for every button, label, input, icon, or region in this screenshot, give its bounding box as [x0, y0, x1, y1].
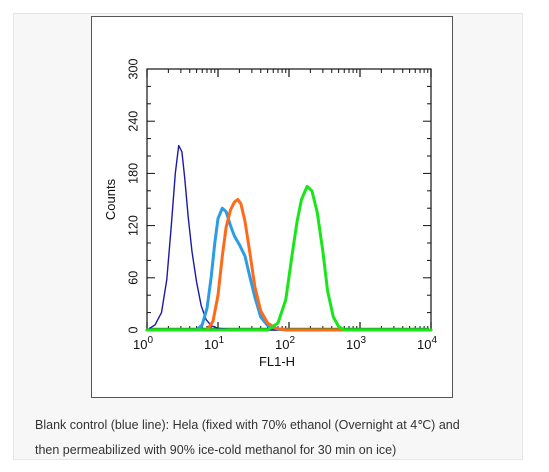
- series-line-4: [145, 184, 433, 332]
- y-axis-label: Counts: [103, 178, 118, 220]
- y-tick-label: 300: [126, 59, 140, 80]
- figure-frame: 100 101 102 103 104 0 60 120 180 240 300 Counts FL…: [13, 13, 523, 460]
- x-tick-label: 103: [346, 335, 366, 352]
- series-layer: [145, 144, 433, 332]
- y-tick-label: 60: [126, 271, 140, 285]
- y-tick-label: 120: [126, 215, 140, 236]
- series-line-3: [145, 198, 433, 332]
- x-axis-label: FL1-H: [259, 354, 295, 369]
- flow-histogram-chart: 100 101 102 103 104 0 60 120 180 240 300 Counts FL…: [103, 59, 437, 369]
- x-tick-label: 104: [417, 335, 437, 352]
- plot-frame: [146, 68, 432, 331]
- series-line-1: [146, 144, 432, 331]
- y-tick-label: 180: [126, 163, 140, 184]
- caption-line-2: then permeabilized with 90% ice-cold met…: [35, 443, 397, 457]
- series-line-2: [145, 206, 433, 332]
- y-tick-label: 0: [126, 326, 140, 333]
- plot-panel: 100 101 102 103 104 0 60 120 180 240 300 Counts FL…: [91, 16, 453, 398]
- y-tick-label: 240: [126, 111, 140, 132]
- x-tick-label: 101: [204, 335, 224, 352]
- caption-line-1: Blank control (blue line): Hela (fixed w…: [35, 418, 460, 432]
- figure-caption: Blank control (blue line): Hela (fixed w…: [35, 413, 515, 463]
- x-tick-label: 100: [133, 335, 153, 352]
- axes: 100 101 102 103 104 0 60 120 180 240 300: [126, 59, 437, 352]
- x-tick-label: 102: [275, 335, 295, 352]
